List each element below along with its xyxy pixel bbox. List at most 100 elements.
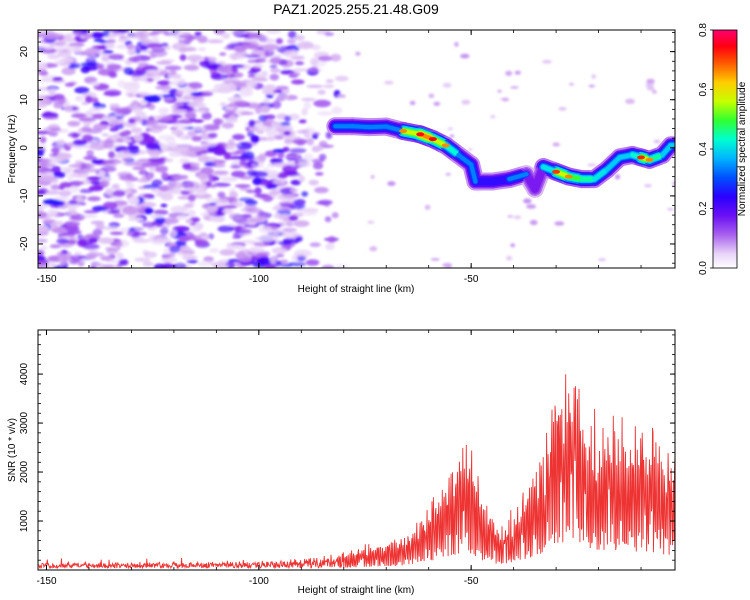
- spectrogram-noise-blob: [156, 114, 173, 122]
- spectrogram-noise-blob: [142, 261, 154, 267]
- spectrogram-noise-blob: [57, 50, 72, 58]
- spectrogram-noise-blob: [335, 264, 348, 268]
- spectrogram-noise-blob: [75, 160, 84, 165]
- spectrogram-noise-blob: [277, 172, 288, 179]
- spectrogram-noise-blob: [312, 162, 324, 170]
- spectrogram-noise-blob: [523, 198, 532, 204]
- spectrogram-noise-blob: [449, 134, 455, 138]
- spectrogram-noise-blob: [75, 95, 84, 102]
- spectrogram-noise-blob: [230, 164, 241, 169]
- spectrogram-noise-blob: [90, 81, 100, 87]
- x-tick-label: -100: [249, 274, 269, 285]
- spectrogram-noise-blob: [128, 102, 143, 110]
- spectrogram-noise-blob: [239, 187, 248, 191]
- spectrogram-noise-blob: [247, 247, 265, 253]
- spectrogram-noise-blob: [133, 205, 142, 210]
- x-tick-label: -150: [36, 274, 56, 285]
- spectrogram-noise-blob: [63, 104, 73, 113]
- spectrogram-noise-blob: [52, 77, 63, 81]
- colorbar-tick-label: 0.2: [698, 201, 709, 215]
- spectrogram-noise-blob: [300, 97, 316, 102]
- spectrogram-noise-blob: [143, 95, 162, 103]
- spectrogram-noise-blob: [38, 175, 57, 183]
- spectrogram-noise-blob: [248, 218, 256, 223]
- spectrogram-noise-blob: [229, 30, 247, 36]
- spectrogram-noise-blob: [281, 231, 300, 239]
- spectrogram-noise-blob: [64, 145, 71, 151]
- spectrogram-noise-blob: [64, 82, 75, 87]
- spectrogram-ridge-segment: [660, 143, 673, 157]
- spectrogram-noise-blob: [287, 38, 296, 44]
- spectrogram-noise-blob: [506, 255, 513, 261]
- spectrogram-noise-blob: [282, 146, 290, 152]
- spectrogram-noise-blob: [252, 77, 269, 82]
- spectrogram-noise-blob: [179, 54, 187, 61]
- spectrogram-noise-blob: [208, 184, 217, 188]
- spectrogram-noise-blob: [147, 103, 156, 111]
- spectrogram-noise-blob: [149, 54, 157, 59]
- spectrogram-noise-blob: [194, 239, 209, 247]
- spectrogram-signal-ridge: [326, 117, 697, 198]
- spectrogram-ridge-segment: [684, 138, 697, 145]
- spectrogram-noise-blob: [277, 150, 285, 159]
- spectrogram-noise-blob: [99, 180, 110, 187]
- spectrogram-noise-blob: [251, 163, 258, 168]
- spectrogram-noise-blob: [130, 127, 143, 134]
- spectrogram-noise-blob: [335, 75, 349, 82]
- spectrogram-noise-blob: [330, 53, 342, 62]
- spectrogram-noise-blob: [276, 94, 290, 100]
- spectrogram-noise-blob: [127, 145, 139, 150]
- spectrogram-noise-blob: [132, 166, 146, 170]
- spectrogram-noise-blob: [293, 199, 306, 206]
- spectrogram-noise-blob: [681, 238, 687, 242]
- spectrogram-noise-blob: [313, 99, 332, 108]
- spectrogram-noise-blob: [105, 187, 114, 196]
- spectrogram-noise-blob: [109, 231, 124, 235]
- spectrogram-noise-blob: [243, 54, 261, 58]
- spectrogram-noise-blob: [108, 222, 121, 228]
- spectrogram-noise-blob: [685, 245, 690, 249]
- spectrogram-noise-blob: [56, 152, 72, 160]
- spectrogram-noise-blob: [59, 182, 73, 188]
- spectrogram-noise-blob: [116, 252, 124, 260]
- spectrogram-peak: [637, 155, 645, 160]
- spectrogram-noise-blob: [66, 229, 82, 235]
- spectrogram-noise-blob: [698, 197, 707, 200]
- spectrogram-noise-blob: [68, 62, 81, 69]
- spectrogram-noise-blob: [258, 234, 276, 243]
- spectrogram-noise-blob: [646, 87, 655, 91]
- spectrogram-noise-blob: [169, 229, 178, 238]
- spectrogram-peak: [428, 137, 437, 142]
- spectrogram-noise-blob: [264, 150, 278, 157]
- spectrogram-noise-blob: [47, 89, 57, 93]
- spectrogram-ridge-segment: [684, 138, 697, 145]
- spectrogram-noise-blob: [79, 214, 98, 218]
- spectrogram-noise-blob: [653, 139, 661, 144]
- spectrogram-noise-blob: [262, 43, 280, 51]
- spectrogram-noise-blob: [278, 241, 293, 246]
- spectrogram-noise-blob: [685, 208, 693, 211]
- spectrogram-noise-blob: [666, 208, 674, 211]
- spectrogram-noise-blob: [42, 199, 61, 205]
- spectrogram-noise-blob: [277, 193, 295, 201]
- spectrogram-noise-blob: [50, 184, 61, 190]
- spectrogram-noise-blob: [45, 95, 59, 100]
- y-tick-label: -20: [19, 236, 30, 251]
- spectrogram-noise-blob: [43, 190, 61, 195]
- spectrogram-noise-blob: [370, 174, 375, 179]
- spectrogram-noise-blob: [226, 244, 245, 250]
- spectrogram-noise-blob: [198, 183, 207, 190]
- spectrogram-noise-blob: [132, 108, 143, 114]
- spectrogram-noise-blob: [279, 187, 294, 195]
- spectrogram-noise-blob: [76, 238, 88, 247]
- spectrogram-noise-blob: [47, 209, 58, 218]
- spectrogram-noise-blob: [308, 179, 320, 186]
- chart-title: PAZ1.2025.255.21.48.G09: [273, 1, 439, 17]
- spectrogram-noise-blob: [297, 41, 314, 50]
- spectrogram-noise-blob: [115, 240, 123, 248]
- spectrogram-noise-blob: [305, 259, 320, 266]
- spectrogram-noise-blob: [107, 210, 121, 215]
- spectrogram-noise-blob: [81, 101, 89, 106]
- spectrogram-ridge-segment: [592, 167, 610, 182]
- spectrogram-noise-blob: [507, 215, 514, 218]
